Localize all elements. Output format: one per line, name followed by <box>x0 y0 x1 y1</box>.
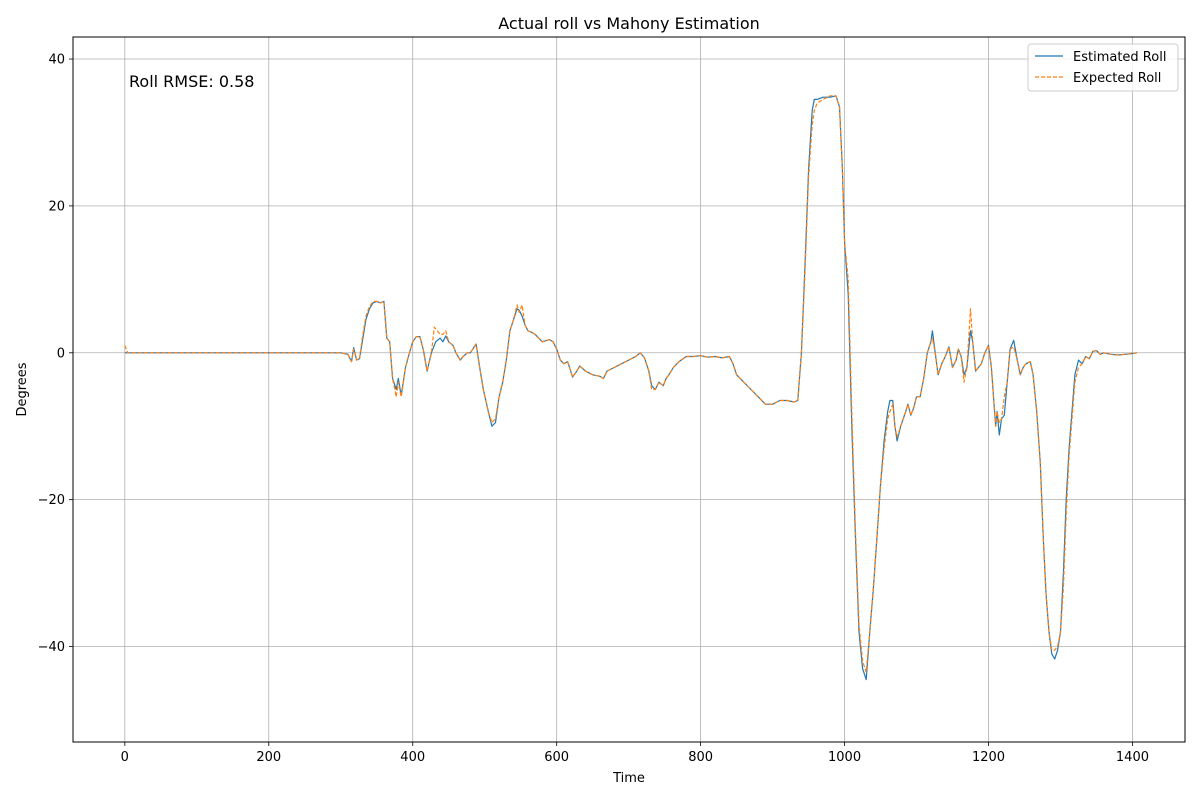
series-line-expected-roll <box>124 95 1137 673</box>
x-tick-label: 1000 <box>828 750 861 765</box>
legend: Estimated Roll Expected Roll <box>1027 43 1179 92</box>
chart-title: Actual roll vs Mahony Estimation <box>498 14 760 33</box>
x-tick-label: 800 <box>688 750 713 765</box>
y-tick-label: 0 <box>57 346 65 361</box>
x-tick-label: 1400 <box>1116 750 1149 765</box>
legend-box <box>1027 43 1179 92</box>
series-line-estimated-roll <box>124 95 1137 681</box>
plot-frame <box>72 36 1186 743</box>
ticks: 0 200 400 600 800 1000 1200 1400 −40 −20 0 20 40 <box>38 53 1149 765</box>
x-tick-label: 200 <box>256 750 281 765</box>
y-tick-label: 40 <box>48 53 65 68</box>
x-tick-label: 0 <box>121 750 129 765</box>
rmse-annotation: Roll RMSE: 0.58 <box>129 72 254 91</box>
x-tick-label: 400 <box>400 750 425 765</box>
x-tick-label: 600 <box>544 750 569 765</box>
y-tick-label: 20 <box>48 199 65 214</box>
x-tick-label: 1200 <box>972 750 1005 765</box>
legend-label-expected-roll: Expected Roll <box>1073 71 1161 86</box>
y-tick-label: −20 <box>38 493 65 508</box>
x-axis-label: Time <box>612 771 645 786</box>
y-tick-label: −40 <box>38 640 65 655</box>
legend-label-estimated-roll: Estimated Roll <box>1073 50 1166 65</box>
series-layer <box>124 95 1137 681</box>
y-axis-label: Degrees <box>15 362 30 416</box>
